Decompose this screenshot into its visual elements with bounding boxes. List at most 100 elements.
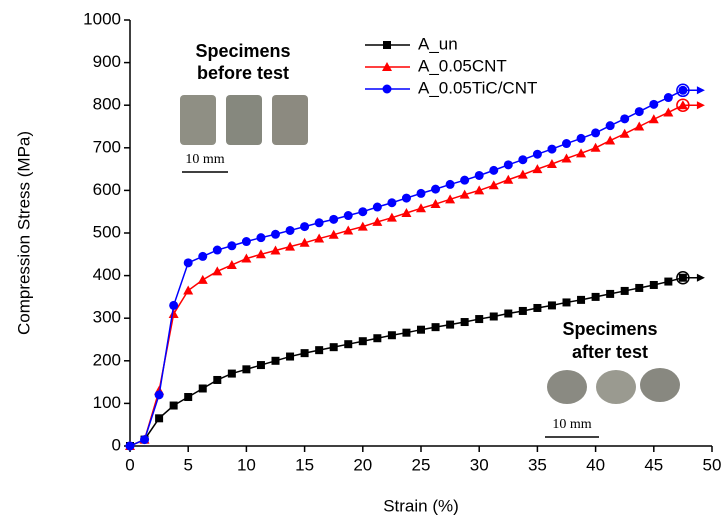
marker (635, 107, 644, 116)
x-tick-label: 40 (586, 455, 605, 474)
marker (620, 114, 629, 123)
marker (475, 315, 483, 323)
marker (533, 304, 541, 312)
marker (315, 346, 323, 354)
y-tick-label: 500 (93, 222, 121, 241)
marker (634, 122, 644, 131)
chart: Compression Stress (MPa) Strain (%) Spec… (0, 0, 727, 524)
y-tick-label: 600 (93, 180, 121, 199)
marker (621, 287, 629, 295)
marker (388, 331, 396, 339)
legend-label: A_un (418, 34, 458, 53)
marker (242, 365, 250, 373)
marker (446, 180, 455, 189)
marker (344, 340, 352, 348)
marker (577, 296, 585, 304)
y-tick-label: 900 (93, 52, 121, 71)
marker (301, 349, 309, 357)
annotation: 10 mm (552, 417, 591, 432)
x-tick-label: 10 (237, 455, 256, 474)
marker (155, 390, 164, 399)
end-arrow-head (697, 101, 705, 109)
marker (184, 258, 193, 267)
marker (169, 309, 179, 318)
x-tick-label: 20 (353, 455, 372, 474)
x-tick-label: 35 (528, 455, 547, 474)
annotation: 10 mm (185, 152, 224, 167)
marker (504, 310, 512, 318)
marker (649, 100, 658, 109)
marker (475, 171, 484, 180)
y-tick-label: 200 (93, 350, 121, 369)
marker (271, 230, 280, 239)
x-tick-label: 15 (295, 455, 314, 474)
marker (518, 155, 527, 164)
marker (212, 266, 222, 275)
marker (519, 307, 527, 315)
marker (257, 361, 265, 369)
marker (562, 139, 571, 148)
marker (344, 211, 353, 220)
x-tick-label: 45 (644, 455, 663, 474)
marker (358, 207, 367, 216)
marker (432, 323, 440, 331)
marker (547, 159, 557, 168)
marker (227, 241, 236, 250)
marker (329, 215, 338, 224)
marker (605, 136, 615, 145)
marker (387, 198, 396, 207)
marker (547, 145, 556, 154)
marker (155, 414, 163, 422)
marker (272, 357, 280, 365)
marker (533, 150, 542, 159)
marker (577, 134, 586, 143)
marker (242, 237, 251, 246)
marker (650, 281, 658, 289)
annotation: before test (197, 63, 289, 83)
marker (563, 298, 571, 306)
marker (518, 170, 528, 179)
marker (228, 370, 236, 378)
x-tick-label: 30 (470, 455, 489, 474)
annotation: after test (572, 342, 648, 362)
marker (286, 353, 294, 361)
y-tick-label: 700 (93, 137, 121, 156)
y-tick-label: 0 (112, 435, 121, 454)
marker (183, 286, 193, 295)
annotation: Specimens (195, 41, 290, 61)
y-tick-label: 1000 (83, 9, 121, 28)
marker (620, 129, 630, 138)
marker (649, 114, 659, 123)
marker (126, 442, 135, 451)
series-line (130, 278, 683, 446)
marker (184, 393, 192, 401)
marker (591, 128, 600, 137)
marker (417, 326, 425, 334)
end-arrow-head (697, 274, 705, 282)
marker (213, 246, 222, 255)
marker (431, 185, 440, 194)
marker (606, 121, 615, 130)
marker (170, 402, 178, 410)
y-tick-label: 300 (93, 308, 121, 327)
legend-label: A_0.05TiC/CNT (418, 78, 537, 97)
marker (140, 435, 149, 444)
marker (664, 93, 673, 102)
marker (315, 218, 324, 227)
marker (663, 107, 673, 116)
marker (373, 334, 381, 342)
marker (489, 166, 498, 175)
x-tick-label: 0 (125, 455, 134, 474)
marker (592, 293, 600, 301)
marker (446, 321, 454, 329)
marker (373, 203, 382, 212)
marker (417, 189, 426, 198)
y-tick-label: 800 (93, 95, 121, 114)
marker (576, 148, 586, 157)
marker (227, 260, 237, 269)
marker (591, 143, 601, 152)
x-tick-label: 25 (412, 455, 431, 474)
x-axis-label: Strain (%) (383, 496, 459, 515)
marker (300, 222, 309, 231)
marker (169, 301, 178, 310)
